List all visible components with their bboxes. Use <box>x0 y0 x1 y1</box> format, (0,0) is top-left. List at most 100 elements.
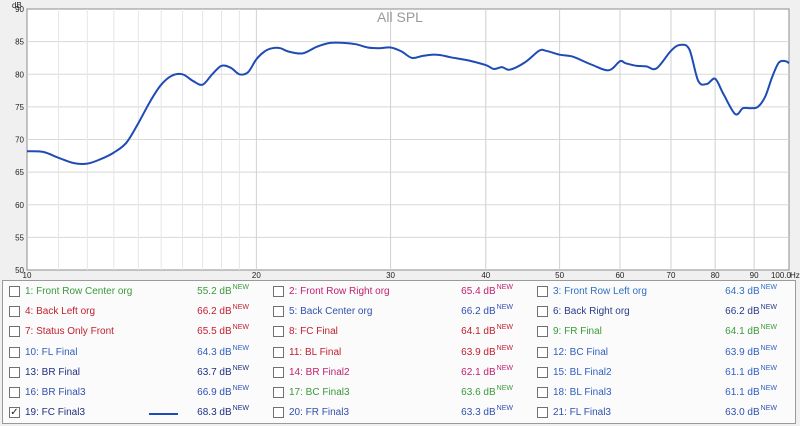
legend-value-text: 64.3 dB <box>197 346 232 358</box>
legend-new-marker: NEW <box>760 304 777 312</box>
legend-new-marker: NEW <box>232 364 249 372</box>
legend-item[interactable]: 18: BL Final3 61.1 dBNEW <box>531 384 795 404</box>
legend-item[interactable]: 17: BC Final3 63.6 dBNEW <box>267 384 531 404</box>
legend-checkbox[interactable] <box>273 326 284 338</box>
legend-checkbox[interactable] <box>273 366 284 378</box>
series-line-fc-final3 <box>26 41 790 165</box>
legend-item[interactable]: 21: FL Final3 63.0 dBNEW <box>531 404 795 424</box>
spl-chart: 50 55 60 65 70 75 80 85 90 10 20 30 40 50 60 70 80 90 100.… <box>12 1 800 278</box>
legend-value: 63.6 dBNEW <box>461 385 513 398</box>
legend-checkbox[interactable] <box>537 366 548 378</box>
legend-checkbox[interactable] <box>537 286 548 297</box>
legend-value-text: 68.3 dB <box>197 407 232 419</box>
legend-checkbox[interactable] <box>537 387 548 398</box>
legend-item[interactable]: 1: Front Row Center org 55.2 dBNEW <box>3 283 267 303</box>
legend-checkbox[interactable] <box>273 306 284 318</box>
legend-value: 63.0 dBNEW <box>725 405 777 418</box>
y-tick-label: 90 <box>15 5 24 14</box>
legend-new-marker: NEW <box>760 324 777 332</box>
y-tick-label: 70 <box>15 136 24 145</box>
legend-new-marker: NEW <box>232 405 249 413</box>
legend-value-text: 63.7 dB <box>197 366 232 378</box>
legend-item[interactable]: 20: FR Final3 63.3 dBNEW <box>267 404 531 424</box>
legend-value-text: 66.9 dB <box>197 387 232 398</box>
legend-checkbox[interactable] <box>9 387 20 398</box>
legend-line-swatch <box>149 413 178 416</box>
legend-checkbox[interactable] <box>273 286 284 297</box>
legend-value: 66.2 dBNEW <box>197 304 249 318</box>
legend-new-marker: NEW <box>496 344 513 352</box>
legend-checkbox[interactable] <box>9 326 20 338</box>
legend-new-marker: NEW <box>232 344 249 352</box>
legend-new-marker: NEW <box>760 405 777 413</box>
legend-checkbox[interactable] <box>537 306 548 318</box>
y-tick-label: 75 <box>15 103 24 112</box>
legend-item[interactable]: 8: FC Final 64.1 dBNEW <box>267 323 531 343</box>
legend-item[interactable]: 13: BR Final 63.7 dBNEW <box>3 364 267 384</box>
legend-value-text: 62.1 dB <box>461 366 496 378</box>
legend-value: 63.3 dBNEW <box>461 405 513 418</box>
legend-value: 64.1 dBNEW <box>725 324 777 338</box>
legend-item[interactable]: 16: BR Final3 66.9 dBNEW <box>3 384 267 404</box>
legend-checkbox[interactable] <box>537 346 548 358</box>
legend-checkbox[interactable] <box>9 366 20 378</box>
legend-label: 16: BR Final3 <box>25 387 86 398</box>
legend-label: 8: FC Final <box>289 326 338 338</box>
legend-value-text: 63.6 dB <box>461 387 496 398</box>
legend-item[interactable]: 2: Front Row Right org 65.4 dBNEW <box>267 283 531 303</box>
legend-item[interactable]: 11: BL Final 63.9 dBNEW <box>267 344 531 364</box>
legend-item[interactable]: 15: BL Final2 61.1 dBNEW <box>531 364 795 384</box>
legend-value-text: 65.5 dB <box>197 326 232 338</box>
legend-value: 61.1 dBNEW <box>725 365 777 378</box>
legend-value-text: 61.1 dB <box>725 387 760 398</box>
legend-checkbox[interactable] <box>273 387 284 398</box>
legend-new-marker: NEW <box>760 284 777 291</box>
legend-checkbox[interactable] <box>537 326 548 338</box>
x-tick-label: 30 <box>386 271 395 278</box>
legend-value: 61.1 dBNEW <box>725 385 777 398</box>
legend-value-text: 66.2 dB <box>461 306 496 318</box>
legend-item[interactable]: 6: Back Right org 66.2 dBNEW <box>531 303 795 323</box>
legend-value: 64.3 dBNEW <box>725 284 777 297</box>
legend-value: 65.5 dBNEW <box>197 324 249 338</box>
legend-item[interactable]: 7: Status Only Front 65.5 dBNEW <box>3 323 267 343</box>
legend-item[interactable]: 12: BC Final 63.9 dBNEW <box>531 344 795 364</box>
legend-new-marker: NEW <box>496 405 513 413</box>
legend-checkbox[interactable] <box>9 286 20 297</box>
legend-value-text: 64.1 dB <box>725 326 760 338</box>
y-tick-label: 65 <box>15 168 24 177</box>
legend-checkbox[interactable] <box>273 346 284 358</box>
x-tick-label: 20 <box>252 271 261 278</box>
legend-checkbox[interactable] <box>537 407 548 419</box>
legend-checkbox[interactable] <box>9 306 20 318</box>
legend-item[interactable]: 4: Back Left org 66.2 dBNEW <box>3 303 267 323</box>
legend-new-marker: NEW <box>496 385 513 392</box>
legend-value: 65.4 dBNEW <box>461 284 513 297</box>
spl-graph[interactable]: 50 55 60 65 70 75 80 85 90 10 20 30 40 50 60 70 80 90 100.… <box>0 0 800 278</box>
legend-checkbox[interactable]: ✓ <box>9 407 20 419</box>
y-tick-label: 85 <box>15 38 24 47</box>
legend-checkbox[interactable] <box>9 346 20 358</box>
x-unit-label: Hz <box>790 271 800 278</box>
legend-label: 19: FC Final3 <box>25 407 86 419</box>
legend-label: 2: Front Row Right org <box>289 286 390 297</box>
legend-value-text: 63.9 dB <box>461 346 496 358</box>
legend-item[interactable]: 5: Back Center org 66.2 dBNEW <box>267 303 531 323</box>
legend-value-text: 64.3 dB <box>725 286 760 297</box>
legend-checkbox[interactable] <box>273 407 284 419</box>
legend-item[interactable]: 3: Front Row Left org 64.3 dBNEW <box>531 283 795 303</box>
legend-value: 62.1 dBNEW <box>461 365 513 378</box>
legend-label: 14: BR Final2 <box>289 366 350 378</box>
legend-value-text: 66.2 dB <box>197 306 232 318</box>
legend-item[interactable]: ✓ 19: FC Final3 68.3 dBNEW <box>3 404 267 424</box>
legend-item[interactable]: 10: FL Final 64.3 dBNEW <box>3 344 267 364</box>
x-tick-label: 50 <box>555 271 564 278</box>
legend-new-marker: NEW <box>232 304 249 312</box>
legend-new-marker: NEW <box>232 324 249 332</box>
legend-label: 4: Back Left org <box>25 306 96 318</box>
legend-item[interactable]: 9: FR Final 64.1 dBNEW <box>531 323 795 343</box>
legend-value-text: 61.1 dB <box>725 366 760 378</box>
legend-value: 63.7 dBNEW <box>197 364 249 378</box>
legend-value: 68.3 dBNEW <box>197 405 249 419</box>
legend-item[interactable]: 14: BR Final2 62.1 dBNEW <box>267 364 531 384</box>
